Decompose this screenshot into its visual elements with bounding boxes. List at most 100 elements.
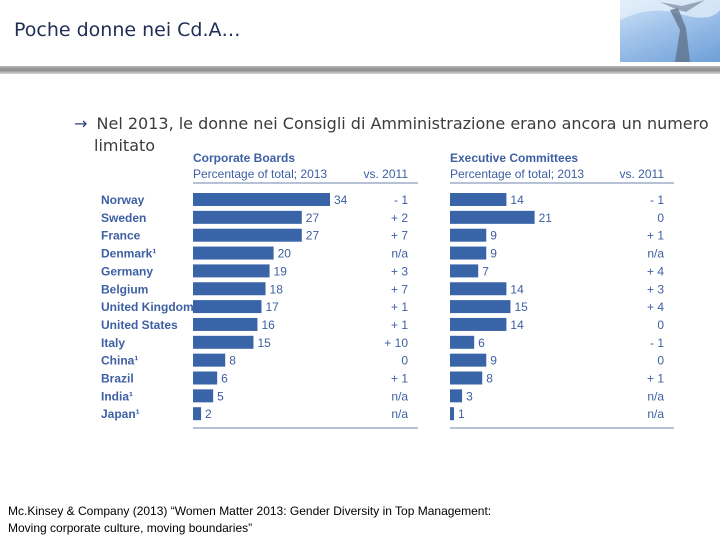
bar-value-0-9: 8 — [229, 354, 236, 368]
delta-value-1-7: 0 — [657, 318, 664, 332]
bar-1-0 — [450, 193, 507, 206]
source-citation: Mc.Kinsey & Company (2013) “Women Matter… — [8, 503, 491, 537]
category-label-12: Japan¹ — [101, 407, 140, 421]
bar-value-1-2: 9 — [490, 229, 497, 243]
bar-value-1-3: 9 — [490, 247, 497, 261]
bar-value-0-10: 6 — [221, 372, 228, 386]
bar-0-4 — [193, 264, 270, 278]
delta-value-1-6: + 4 — [647, 300, 664, 314]
bar-value-1-12: 1 — [458, 407, 465, 421]
bar-1-10 — [450, 371, 483, 385]
category-label-5: Belgium — [101, 282, 148, 296]
source-line-2: Moving corporate culture, moving boundar… — [8, 521, 253, 535]
bar-value-0-11: 5 — [217, 389, 224, 403]
slide-title: Poche donne nei Cd.A… — [14, 19, 241, 41]
bar-0-1 — [193, 210, 302, 224]
bar-value-0-0: 34 — [334, 193, 348, 207]
bullet-line-2: limitato — [94, 136, 156, 155]
delta-value-1-1: 0 — [657, 211, 664, 225]
bar-1-11 — [450, 389, 463, 403]
category-label-9: China¹ — [101, 354, 138, 368]
delta-value-0-3: n/a — [391, 247, 408, 261]
sculpture-photo — [620, 0, 720, 62]
bar-value-1-6: 15 — [514, 300, 528, 314]
delta-value-1-11: n/a — [647, 389, 664, 403]
delta-value-1-2: + 1 — [647, 229, 664, 243]
bar-0-12 — [193, 407, 202, 421]
delta-value-1-8: - 1 — [650, 336, 664, 350]
bar-1-2 — [450, 228, 487, 242]
delta-value-0-1: + 2 — [391, 211, 408, 225]
category-label-11: India¹ — [101, 389, 133, 403]
source-line-1: Mc.Kinsey & Company (2013) “Women Matter… — [8, 504, 492, 518]
category-label-3: Denmark¹ — [101, 247, 156, 261]
bar-1-7 — [450, 317, 507, 331]
panel-subtitle-1: Percentage of total; 2013 — [450, 167, 584, 181]
delta-value-0-5: + 7 — [391, 282, 408, 296]
bar-0-8 — [193, 335, 254, 349]
panel-subtitle-0: Percentage of total; 2013 — [193, 167, 327, 181]
delta-value-1-3: n/a — [647, 247, 664, 261]
bar-0-6 — [193, 300, 262, 314]
bar-value-0-2: 27 — [306, 229, 320, 243]
bar-1-3 — [450, 246, 487, 260]
bar-value-1-10: 8 — [486, 372, 493, 386]
bar-value-0-5: 18 — [270, 282, 284, 296]
bar-1-5 — [450, 282, 507, 296]
delta-value-1-12: n/a — [647, 407, 664, 421]
arrow-right-icon: → — [74, 114, 88, 133]
category-label-10: Brazil — [101, 372, 134, 386]
bar-0-0 — [193, 193, 330, 206]
bar-value-1-1: 21 — [539, 211, 553, 225]
bar-0-9 — [193, 353, 226, 367]
bar-value-0-4: 19 — [274, 264, 288, 278]
bar-value-0-8: 15 — [257, 336, 271, 350]
bar-1-12 — [450, 407, 455, 421]
bar-1-6 — [450, 300, 511, 314]
bar-value-0-3: 20 — [278, 247, 292, 261]
category-label-1: Sweden — [101, 211, 146, 225]
delta-value-1-4: + 4 — [647, 264, 664, 278]
delta-value-0-10: + 1 — [391, 372, 408, 386]
bar-1-4 — [450, 264, 479, 278]
panel-title-0: Corporate Boards — [193, 151, 295, 165]
delta-value-1-5: + 3 — [647, 282, 664, 296]
bar-0-5 — [193, 282, 266, 296]
panel-delta-header-0: vs. 2011 — [364, 167, 409, 181]
delta-value-0-6: + 1 — [391, 300, 408, 314]
bar-1-8 — [450, 335, 475, 349]
bar-value-0-6: 17 — [266, 300, 280, 314]
bar-0-7 — [193, 317, 258, 331]
bullet-text: → Nel 2013, le donne nei Consigli di Amm… — [74, 113, 714, 157]
delta-value-0-2: + 7 — [391, 229, 408, 243]
bar-value-1-9: 9 — [490, 354, 497, 368]
delta-value-0-9: 0 — [401, 354, 408, 368]
bar-value-1-5: 14 — [510, 282, 524, 296]
delta-value-1-9: 0 — [657, 354, 664, 368]
delta-value-0-11: n/a — [391, 389, 408, 403]
bar-0-10 — [193, 371, 218, 385]
bar-0-11 — [193, 389, 214, 403]
bullet-line-1: Nel 2013, le donne nei Consigli di Ammin… — [96, 114, 709, 133]
delta-value-0-8: + 10 — [384, 336, 408, 350]
bar-0-3 — [193, 246, 274, 260]
bar-value-1-11: 3 — [466, 389, 473, 403]
category-label-6: United Kingdom — [101, 300, 194, 314]
bar-1-1 — [450, 210, 535, 224]
bar-1-9 — [450, 353, 487, 367]
delta-value-0-7: + 1 — [391, 318, 408, 332]
bar-value-1-7: 14 — [510, 318, 524, 332]
women-boards-chart: Norway Sweden France Denmark¹ Germany Belgium… — [101, 151, 674, 429]
bar-value-1-8: 6 — [478, 336, 485, 350]
delta-value-0-4: + 3 — [391, 264, 408, 278]
title-separator — [0, 66, 720, 74]
category-label-0: Norway — [101, 193, 145, 207]
delta-value-0-0: - 1 — [394, 193, 408, 207]
bar-value-0-7: 16 — [261, 318, 275, 332]
bar-value-0-12: 2 — [205, 407, 212, 421]
category-label-8: Italy — [101, 336, 125, 350]
category-label-2: France — [101, 229, 141, 243]
bar-value-1-0: 14 — [510, 193, 524, 207]
category-label-4: Germany — [101, 264, 153, 278]
panel-delta-header-1: vs. 2011 — [620, 167, 665, 181]
